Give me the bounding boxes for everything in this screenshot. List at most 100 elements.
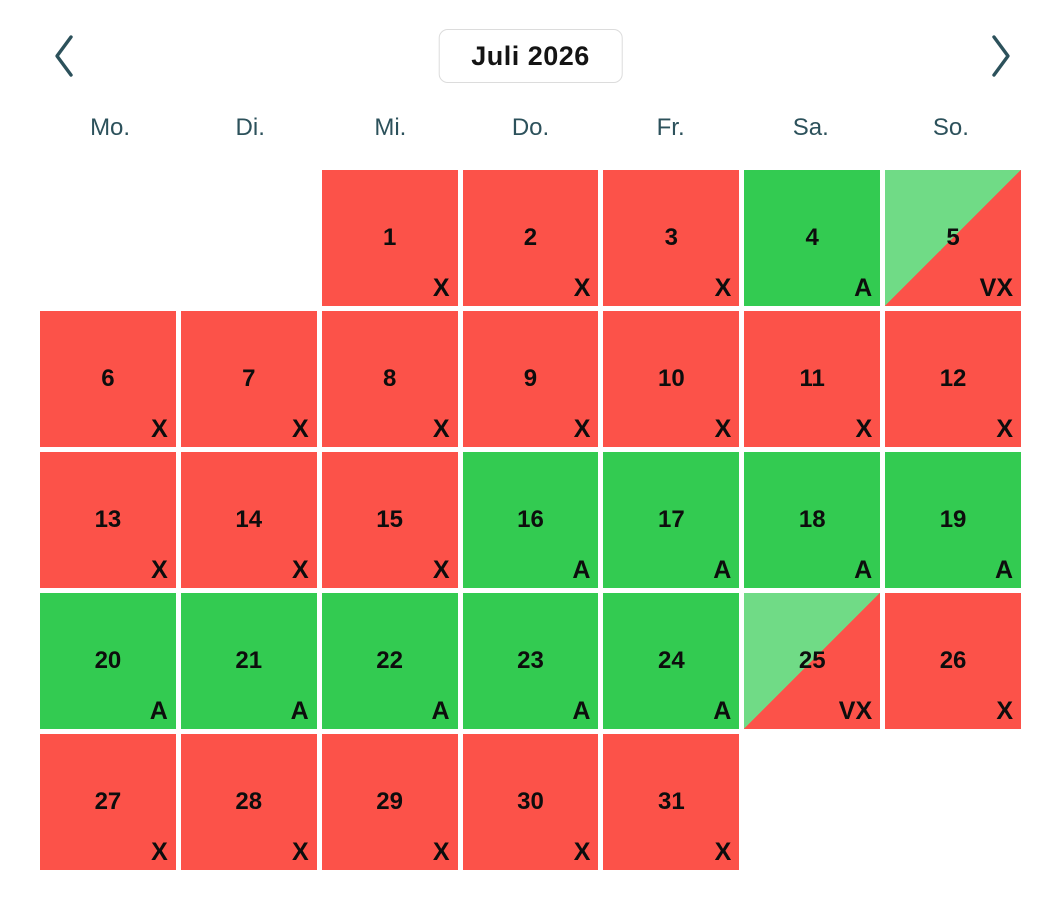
day-cell[interactable]: 27 X (40, 734, 176, 870)
day-number: 30 (517, 788, 544, 815)
day-status-code: A (290, 697, 309, 725)
day-number: 29 (376, 788, 403, 815)
day-cell[interactable]: 31 X (603, 734, 740, 870)
day-number: 1 (382, 224, 397, 251)
calendar-grid: 1 X 2 X 3 X 4 A 5 VX 6 X 7 X 8 X 9 X 10 … (40, 170, 1021, 870)
day-status-code: A (572, 556, 591, 584)
day-cell[interactable]: 14 X (180, 452, 317, 588)
day-status-code: X (432, 415, 450, 443)
day-status-code: A (713, 697, 732, 725)
day-cell[interactable]: 28 X (180, 734, 317, 870)
day-status-code: A (431, 697, 450, 725)
day-status-code: X (432, 274, 450, 302)
empty-cell (744, 734, 880, 870)
day-status-code: X (996, 415, 1013, 443)
day-number: 8 (382, 365, 397, 392)
day-status-code: X (292, 556, 309, 584)
day-cell[interactable]: 17 A (603, 452, 740, 588)
day-cell[interactable]: 19 A (885, 452, 1021, 588)
calendar-header: Juli 2026 (0, 29, 1061, 83)
day-status-code: X (714, 838, 732, 866)
day-number: 27 (94, 788, 122, 815)
day-cell[interactable]: 6 X (40, 311, 176, 447)
day-cell[interactable]: 7 X (180, 311, 317, 447)
day-cell[interactable]: 11 X (744, 311, 881, 447)
day-cell[interactable]: 2 X (462, 170, 599, 306)
day-status-code: X (432, 838, 450, 866)
day-number: 19 (939, 506, 967, 533)
day-status-code: X (573, 838, 591, 866)
empty-cell (181, 170, 317, 306)
month-title[interactable]: Juli 2026 (438, 29, 623, 83)
day-status-code: X (855, 415, 873, 443)
next-month-button[interactable] (981, 29, 1021, 83)
day-number: 6 (101, 365, 115, 392)
day-number: 2 (523, 224, 538, 251)
day-cell[interactable]: 24 A (603, 593, 740, 729)
day-number: 25 (798, 647, 826, 674)
day-cell[interactable]: 10 X (603, 311, 740, 447)
day-cell[interactable]: 25 VX (744, 593, 881, 729)
day-number: 7 (242, 365, 256, 392)
day-cell[interactable]: 20 A (40, 593, 176, 729)
day-cell[interactable]: 21 A (180, 593, 317, 729)
day-number: 24 (657, 647, 685, 674)
empty-cell (40, 170, 176, 306)
day-number: 4 (805, 224, 819, 251)
day-number: 5 (946, 224, 960, 251)
prev-month-button[interactable] (44, 29, 84, 83)
day-cell[interactable]: 3 X (603, 170, 740, 306)
day-cell[interactable]: 1 X (321, 170, 458, 306)
day-number: 31 (657, 788, 685, 815)
weekday-header-row: Mo. Di. Mi. Do. Fr. Sa. So. (40, 114, 1021, 142)
day-cell[interactable]: 8 X (321, 311, 458, 447)
day-number: 16 (517, 506, 544, 533)
day-number: 13 (94, 506, 122, 533)
day-status-code: X (714, 415, 732, 443)
day-number: 18 (798, 506, 826, 533)
day-status-code: X (573, 415, 591, 443)
day-cell[interactable]: 26 X (885, 593, 1021, 729)
day-number: 23 (517, 647, 544, 674)
day-number: 12 (939, 365, 967, 392)
day-number: 28 (235, 788, 263, 815)
day-status-code: VX (979, 274, 1013, 302)
day-cell[interactable]: 15 X (321, 452, 458, 588)
day-status-code: A (149, 697, 168, 725)
day-cell[interactable]: 18 A (744, 452, 881, 588)
weekday-label-di: Di. (235, 114, 265, 141)
day-cell[interactable]: 30 X (462, 734, 599, 870)
day-cell[interactable]: 9 X (462, 311, 599, 447)
day-cell[interactable]: 29 X (321, 734, 458, 870)
chevron-right-icon (992, 35, 1010, 77)
weekday-label-so: So. (932, 114, 969, 141)
day-number: 17 (657, 506, 685, 533)
day-cell[interactable]: 16 A (462, 452, 599, 588)
weekday-label-sa: Sa. (792, 114, 829, 141)
day-cell[interactable]: 23 A (462, 593, 599, 729)
day-number: 9 (523, 365, 538, 392)
day-status-code: X (292, 415, 309, 443)
day-number: 11 (799, 365, 825, 392)
day-status-code: X (292, 838, 309, 866)
day-cell[interactable]: 12 X (885, 311, 1021, 447)
day-status-code: X (432, 556, 450, 584)
day-cell[interactable]: 22 A (321, 593, 458, 729)
day-number: 20 (94, 647, 122, 674)
day-status-code: X (573, 274, 591, 302)
day-status-code: X (151, 415, 168, 443)
weekday-label-mo: Mo. (90, 114, 131, 141)
day-number: 14 (235, 506, 263, 533)
day-cell[interactable]: 4 A (744, 170, 881, 306)
day-number: 21 (235, 647, 263, 674)
day-status-code: A (572, 697, 591, 725)
day-status-code: X (151, 556, 168, 584)
day-status-code: A (713, 556, 732, 584)
day-number: 10 (657, 365, 685, 392)
day-status-code: VX (838, 697, 873, 725)
day-cell[interactable]: 5 VX (885, 170, 1021, 306)
day-status-code: X (151, 838, 168, 866)
day-cell[interactable]: 13 X (40, 452, 176, 588)
day-status-code: A (854, 556, 873, 584)
day-status-code: X (996, 697, 1013, 725)
